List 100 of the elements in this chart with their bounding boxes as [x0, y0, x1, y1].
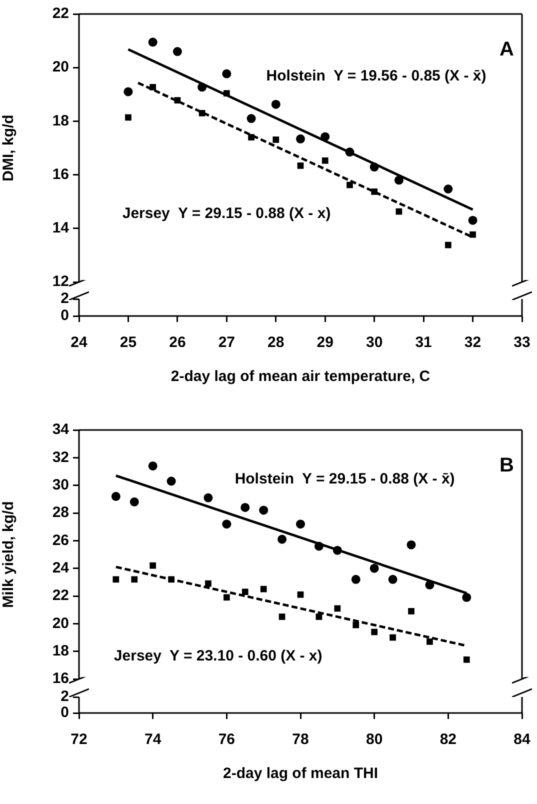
y-tick-label: 0 [60, 307, 69, 324]
point [371, 188, 378, 195]
point [297, 591, 304, 598]
point [131, 576, 138, 583]
point [370, 564, 379, 573]
point [296, 520, 305, 529]
y-tick-label: 20 [52, 58, 69, 76]
point [470, 231, 476, 238]
point [278, 534, 287, 544]
point [222, 69, 232, 78]
point [242, 588, 248, 596]
x-tick-label: 28 [268, 334, 284, 352]
point [125, 114, 132, 121]
annotation: Holstein Y = 29.15 - 0.88 (X - x̄) [234, 470, 455, 488]
point [296, 134, 305, 144]
point [248, 134, 254, 140]
y-tick-label: 16 [52, 670, 69, 688]
x-axis-title: 2-day lag of mean THI [222, 765, 378, 782]
annotation: B [500, 454, 514, 477]
y-tick-label: 22 [52, 587, 69, 604]
point [371, 628, 378, 636]
annotation: Holstein Y = 19.56 - 0.85 (X - x̄) [266, 67, 486, 84]
point [388, 574, 398, 584]
y-tick-label: 20 [52, 614, 69, 632]
y-tick-label: 34 [52, 421, 70, 438]
y-tick-label: 2 [60, 290, 69, 308]
point [240, 502, 250, 512]
point [205, 580, 212, 587]
point [204, 493, 213, 502]
point [316, 614, 322, 620]
point [148, 461, 158, 470]
x-tick-label: 32 [464, 334, 482, 352]
x-tick-label: 78 [292, 731, 309, 748]
x-tick-label: 29 [316, 334, 334, 352]
point [468, 216, 478, 225]
point [346, 182, 353, 188]
point [426, 638, 433, 645]
point [352, 622, 360, 628]
x-tick-label: 31 [415, 334, 432, 352]
x-tick-label: 25 [120, 334, 137, 352]
point [150, 84, 156, 90]
point [314, 542, 324, 551]
y-tick-label: 12 [52, 273, 69, 290]
point [425, 580, 434, 590]
x-tick-label: 80 [366, 731, 383, 748]
y-tick-label: 0 [60, 704, 69, 722]
point [198, 110, 206, 116]
point [322, 157, 328, 164]
x-tick-label: 76 [218, 731, 236, 748]
x-tick-label: 27 [218, 334, 236, 352]
point [320, 132, 330, 142]
point [272, 136, 280, 143]
point [370, 162, 379, 172]
annotation: A [500, 38, 514, 61]
point [260, 586, 267, 592]
y-tick-label: 26 [52, 532, 69, 549]
y-axis-title: DMI, kg/d [0, 114, 18, 182]
point [259, 506, 268, 515]
point [462, 592, 472, 602]
y-tick-label: 28 [52, 504, 69, 522]
point [150, 562, 156, 569]
point [223, 90, 230, 97]
point [111, 492, 120, 501]
point [174, 97, 181, 104]
point [223, 594, 230, 601]
point [406, 540, 416, 550]
y-tick-label: 2 [60, 688, 69, 706]
y-tick-label: 16 [52, 166, 69, 183]
y-tick-label: 22 [52, 5, 69, 22]
x-tick-label: 30 [366, 334, 383, 352]
y-tick-label: 32 [52, 448, 69, 466]
annotation: Jersey Y = 29.15 - 0.88 (X - x) [122, 205, 331, 222]
x-tick-label: 26 [169, 334, 186, 352]
point [148, 38, 158, 47]
y-axis-title: Milk yield, kg/d [0, 501, 18, 608]
point [334, 605, 341, 612]
x-tick-label: 84 [514, 731, 531, 748]
point [351, 574, 360, 584]
point [112, 576, 120, 583]
point [394, 176, 404, 185]
y-tick-label: 14 [52, 220, 70, 237]
point [222, 520, 232, 529]
x-tick-label: 33 [514, 334, 530, 352]
point [390, 634, 396, 641]
point [124, 87, 133, 96]
point [444, 242, 452, 248]
point [297, 162, 304, 169]
y-tick-label: 30 [52, 476, 69, 494]
x-tick-label: 74 [144, 731, 162, 748]
point [271, 100, 280, 109]
point [166, 476, 176, 486]
point [172, 47, 182, 56]
y-tick-label: 18 [52, 642, 69, 660]
annotation: Jersey Y = 23.10 - 0.60 (X - x) [114, 647, 322, 664]
point [332, 546, 342, 555]
point [198, 82, 207, 92]
x-tick-label: 72 [70, 731, 88, 748]
point [345, 148, 354, 157]
point [130, 497, 139, 506]
point [246, 114, 256, 124]
